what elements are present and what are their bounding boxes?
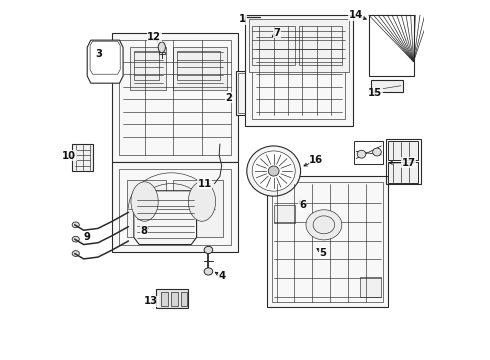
Polygon shape [159,51,165,54]
Text: 7: 7 [273,28,280,38]
Ellipse shape [357,150,366,158]
Text: 8: 8 [140,226,147,236]
Polygon shape [130,47,166,90]
Text: 9: 9 [84,232,91,242]
Polygon shape [370,80,403,92]
Text: 5: 5 [319,248,327,258]
Polygon shape [360,277,381,297]
Polygon shape [181,292,187,306]
Ellipse shape [252,151,295,191]
Text: 14: 14 [348,10,363,20]
Polygon shape [368,15,414,76]
Ellipse shape [158,42,166,53]
Polygon shape [112,162,238,252]
Text: 2: 2 [225,93,232,103]
Polygon shape [134,191,196,244]
Ellipse shape [72,251,79,256]
Polygon shape [156,289,188,308]
Polygon shape [248,19,349,72]
Polygon shape [267,176,389,307]
Polygon shape [236,71,248,116]
Polygon shape [173,180,223,237]
Polygon shape [161,292,168,306]
Polygon shape [245,15,353,126]
Text: 17: 17 [401,158,416,168]
Polygon shape [389,141,418,160]
Polygon shape [389,162,418,183]
Text: 4: 4 [218,271,225,281]
Ellipse shape [72,222,79,228]
Ellipse shape [204,246,213,253]
Text: 10: 10 [62,150,76,161]
Ellipse shape [72,236,79,242]
Ellipse shape [131,182,158,221]
Polygon shape [274,205,295,223]
Polygon shape [87,40,123,83]
Polygon shape [171,292,177,306]
Ellipse shape [373,148,381,156]
Ellipse shape [269,166,279,176]
Ellipse shape [247,146,300,196]
Ellipse shape [306,210,342,240]
Polygon shape [126,180,166,237]
Polygon shape [173,47,227,90]
Text: 3: 3 [95,49,102,59]
Polygon shape [288,191,315,200]
Text: 12: 12 [147,32,161,41]
Text: 16: 16 [309,155,323,165]
Text: 13: 13 [144,296,158,306]
Text: 6: 6 [299,200,306,210]
Text: 11: 11 [197,179,212,189]
Ellipse shape [204,268,213,275]
Polygon shape [112,33,238,162]
Text: 15: 15 [368,88,382,98]
Polygon shape [72,144,93,171]
Text: 1: 1 [239,14,246,24]
Ellipse shape [188,182,216,221]
